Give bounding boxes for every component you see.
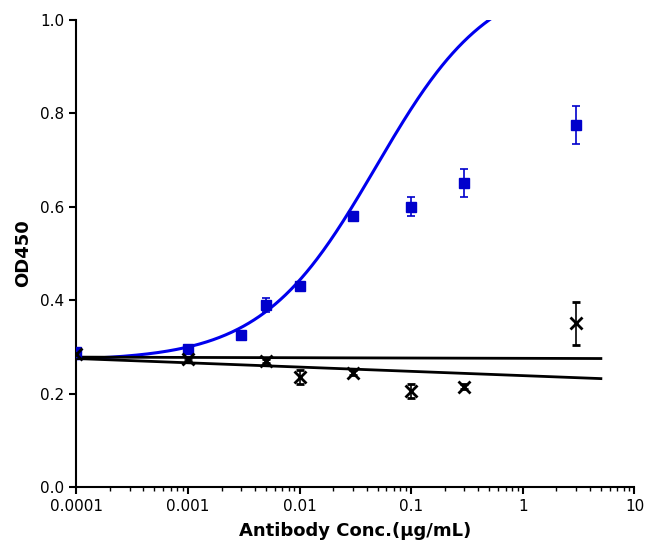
X-axis label: Antibody Conc.(μg/mL): Antibody Conc.(μg/mL) — [240, 522, 472, 540]
Y-axis label: OD450: OD450 — [14, 219, 32, 288]
